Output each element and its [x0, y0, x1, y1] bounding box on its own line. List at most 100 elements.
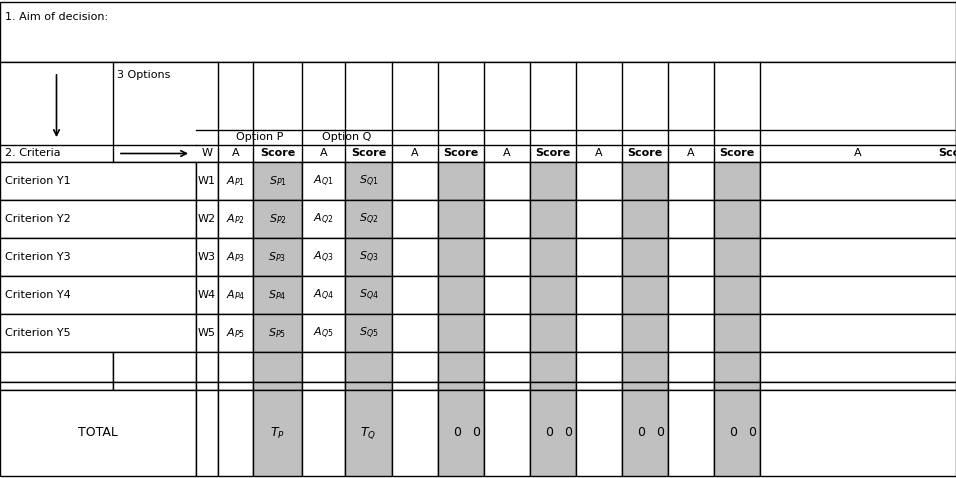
Text: $S_{P3}$: $S_{P3}$ — [269, 250, 287, 264]
Bar — [0, 62, 956, 162]
Text: $A_{Q2}$: $A_{Q2}$ — [314, 211, 334, 227]
Bar — [0, 238, 196, 276]
Bar — [484, 276, 530, 314]
Bar — [438, 276, 484, 314]
Bar — [302, 162, 345, 200]
Bar — [196, 382, 218, 390]
Bar — [438, 200, 484, 238]
Text: $S_{Q5}$: $S_{Q5}$ — [358, 326, 379, 340]
Bar — [0, 352, 113, 382]
Bar — [392, 382, 438, 390]
Bar — [622, 238, 668, 276]
Bar — [113, 352, 196, 382]
Bar — [530, 238, 576, 276]
Text: Score: Score — [535, 149, 571, 159]
Text: Option Q: Option Q — [322, 132, 372, 142]
Bar — [760, 382, 956, 390]
Bar — [438, 162, 484, 200]
Bar — [302, 352, 345, 382]
Bar — [530, 200, 576, 238]
Bar — [218, 200, 253, 238]
Bar — [196, 390, 218, 476]
Bar — [196, 314, 218, 352]
Bar — [392, 200, 438, 238]
Bar — [622, 390, 668, 476]
Bar — [484, 390, 530, 476]
Bar — [345, 238, 392, 276]
Text: $A_{Q4}$: $A_{Q4}$ — [313, 287, 334, 303]
Bar — [253, 382, 302, 390]
Text: 0: 0 — [637, 426, 645, 439]
Text: Score: Score — [260, 149, 295, 159]
Text: $S_{P5}$: $S_{P5}$ — [269, 326, 287, 340]
Bar — [530, 276, 576, 314]
Bar — [302, 238, 345, 276]
Text: $A_{P1}$: $A_{P1}$ — [226, 174, 245, 188]
Bar — [484, 162, 530, 200]
Text: 0: 0 — [545, 426, 553, 439]
Bar — [714, 200, 760, 238]
Bar — [714, 238, 760, 276]
Bar — [622, 162, 668, 200]
Bar — [392, 352, 438, 382]
Text: $A_{Q5}$: $A_{Q5}$ — [314, 326, 334, 340]
Text: Score: Score — [939, 149, 956, 159]
Bar — [576, 238, 622, 276]
Bar — [0, 162, 196, 200]
Bar — [218, 390, 253, 476]
Bar — [714, 382, 760, 390]
Bar — [438, 382, 484, 390]
Bar — [392, 276, 438, 314]
Bar — [484, 314, 530, 352]
Text: A: A — [411, 149, 419, 159]
Bar — [253, 200, 302, 238]
Bar — [345, 162, 392, 200]
Text: Option P: Option P — [236, 132, 284, 142]
Bar — [760, 276, 956, 314]
Bar — [668, 238, 714, 276]
Bar — [302, 314, 345, 352]
Bar — [0, 200, 196, 238]
Text: W5: W5 — [198, 328, 216, 338]
Bar — [484, 238, 530, 276]
Text: A: A — [319, 149, 327, 159]
Bar — [576, 162, 622, 200]
Bar — [668, 352, 714, 382]
Bar — [714, 352, 760, 382]
Bar — [622, 352, 668, 382]
Text: $S_{Q1}$: $S_{Q1}$ — [358, 174, 379, 188]
Bar — [218, 314, 253, 352]
Text: $S_{Q4}$: $S_{Q4}$ — [358, 287, 379, 303]
Bar — [196, 162, 218, 200]
Bar — [253, 390, 302, 476]
Text: $A_{Q3}$: $A_{Q3}$ — [314, 250, 334, 264]
Bar — [576, 276, 622, 314]
Bar — [530, 352, 576, 382]
Bar — [576, 390, 622, 476]
Bar — [484, 382, 530, 390]
Text: $T_Q$: $T_Q$ — [360, 425, 377, 441]
Bar — [0, 276, 196, 314]
Bar — [345, 276, 392, 314]
Bar — [302, 200, 345, 238]
Bar — [668, 390, 714, 476]
Text: $S_{Q2}$: $S_{Q2}$ — [358, 211, 379, 227]
Text: Criterion Y5: Criterion Y5 — [5, 328, 71, 338]
Text: W4: W4 — [198, 290, 216, 300]
Bar — [196, 352, 218, 382]
Text: A: A — [596, 149, 603, 159]
Text: Criterion Y3: Criterion Y3 — [5, 252, 71, 262]
Bar — [576, 382, 622, 390]
Bar — [253, 162, 302, 200]
Bar — [345, 314, 392, 352]
Text: Score: Score — [351, 149, 386, 159]
Bar — [196, 200, 218, 238]
Bar — [622, 314, 668, 352]
Bar — [392, 314, 438, 352]
Bar — [576, 200, 622, 238]
Bar — [302, 390, 345, 476]
Bar — [253, 352, 302, 382]
Bar — [530, 390, 576, 476]
Bar — [196, 276, 218, 314]
Text: W2: W2 — [198, 214, 216, 224]
